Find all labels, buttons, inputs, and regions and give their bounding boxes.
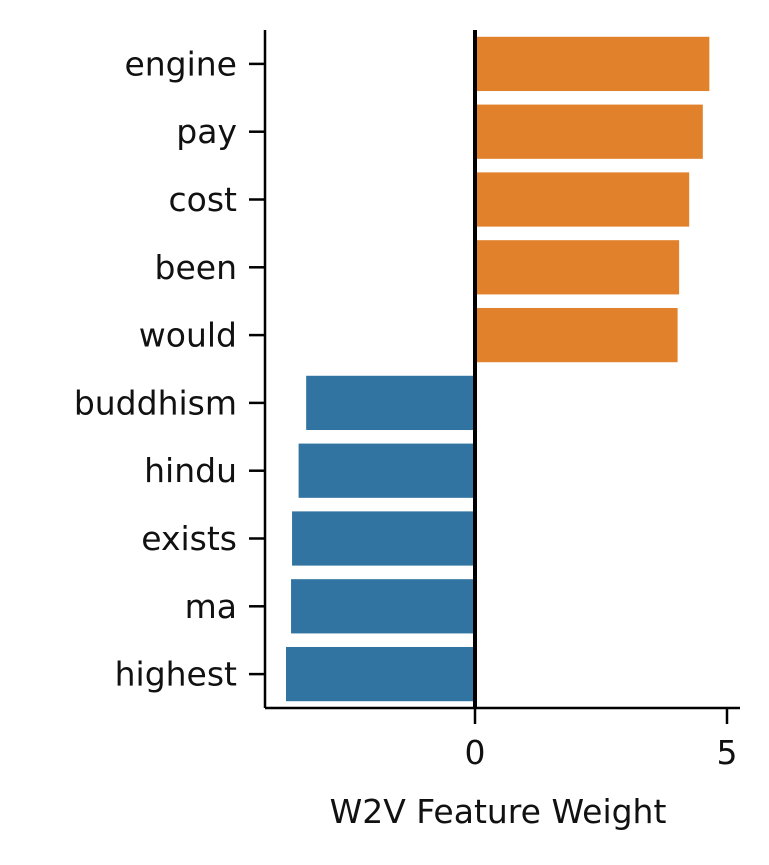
bar-hindu	[298, 443, 475, 498]
bar-exists	[292, 511, 475, 566]
bar-engine	[475, 36, 710, 92]
x-axis-title: W2V Feature Weight	[330, 792, 667, 831]
y-tick-label: hindu	[144, 451, 237, 490]
y-tick-label: been	[155, 248, 237, 287]
bars-group	[286, 36, 710, 702]
bar-pay	[475, 104, 703, 159]
y-axis-ticks: engine pay cost been would buddhism hindu exist…	[74, 44, 265, 694]
y-tick-label: ma	[185, 587, 237, 626]
bar-would	[475, 307, 678, 363]
bar-cost	[475, 172, 690, 227]
bar-ma	[291, 579, 475, 634]
y-tick-label: highest	[115, 655, 237, 694]
bar-highest	[286, 646, 475, 702]
x-tick-label: 0	[465, 733, 486, 772]
y-tick-label: would	[139, 316, 237, 355]
bar-buddhism	[306, 375, 475, 431]
bar-been	[475, 240, 680, 295]
y-tick-label: buddhism	[74, 383, 237, 422]
y-tick-label: engine	[124, 44, 237, 83]
x-tick-label: 5	[717, 733, 738, 772]
y-tick-label: cost	[169, 180, 238, 219]
y-tick-label: exists	[141, 519, 237, 558]
y-tick-label: pay	[176, 112, 237, 151]
